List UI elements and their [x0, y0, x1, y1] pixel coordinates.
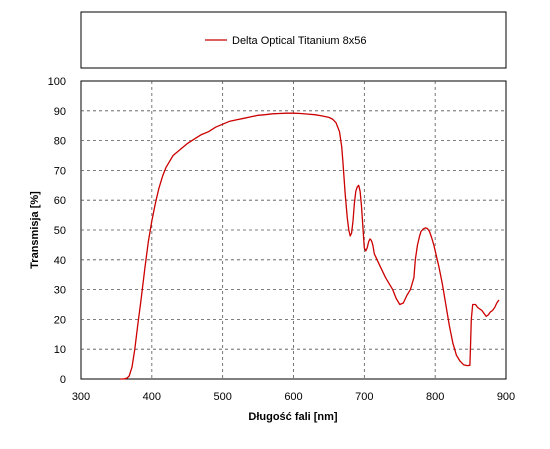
- legend-label: Delta Optical Titanium 8x56: [232, 35, 367, 47]
- y-tick-label: 30: [54, 285, 66, 297]
- y-tick-label: 40: [54, 255, 66, 267]
- x-tick-label: 700: [355, 391, 373, 403]
- y-tick-label: 80: [54, 136, 66, 148]
- y-tick-label: 70: [54, 165, 66, 177]
- gridlines: [81, 81, 506, 379]
- x-tick-label: 600: [284, 391, 302, 403]
- y-tick-label: 50: [54, 225, 66, 237]
- y-tick-label: 0: [60, 374, 66, 386]
- x-tick-label: 900: [497, 391, 515, 403]
- y-tick-label: 100: [48, 76, 66, 88]
- x-tick-labels: 300 400 500 600 700 800 900: [72, 391, 515, 403]
- y-tick-label: 20: [54, 314, 66, 326]
- y-tick-label: 90: [54, 106, 66, 118]
- y-tick-label: 10: [54, 344, 66, 356]
- y-tick-label: 60: [54, 195, 66, 207]
- x-tick-label: 300: [72, 391, 90, 403]
- series-line: [120, 112, 500, 380]
- legend-box: [80, 11, 507, 69]
- x-axis-title: Długość fali [nm]: [248, 411, 338, 423]
- x-tick-label: 500: [213, 391, 231, 403]
- y-axis-title: Transmisja [%]: [29, 191, 41, 269]
- series-group: [120, 112, 500, 380]
- y-tick-labels: 0 10 20 30 40 50 60 70 80 90 100: [48, 76, 66, 386]
- x-tick-label: 400: [143, 391, 161, 403]
- x-tick-label: 800: [426, 391, 444, 403]
